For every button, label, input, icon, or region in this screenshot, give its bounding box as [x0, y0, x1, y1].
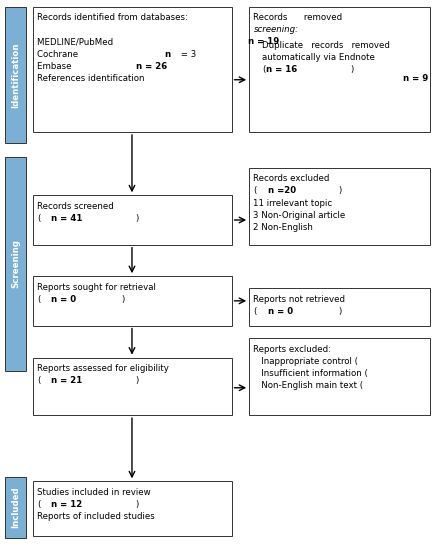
Text: ): ) [136, 376, 139, 385]
Text: n = 41: n = 41 [51, 214, 83, 223]
Text: ): ) [136, 500, 139, 509]
Text: Cochrane: Cochrane [37, 50, 81, 58]
Text: (: ( [253, 307, 257, 316]
Text: n = 26: n = 26 [136, 62, 167, 70]
Text: Identification: Identification [11, 42, 20, 108]
Text: 2 Non-English: 2 Non-English [253, 223, 313, 232]
Text: ): ) [350, 65, 354, 74]
Text: n =20: n =20 [267, 186, 296, 195]
Text: n = 9: n = 9 [403, 74, 429, 82]
Text: Reports excluded:: Reports excluded: [253, 345, 331, 354]
Text: Reports sought for retrieval: Reports sought for retrieval [37, 283, 156, 292]
Text: Embase: Embase [37, 62, 74, 70]
Text: screening:: screening: [253, 25, 298, 34]
Text: = 3: = 3 [178, 50, 196, 58]
Text: Studies included in review: Studies included in review [37, 488, 151, 497]
Text: (: ( [37, 376, 41, 385]
Text: Insufficient information (: Insufficient information ( [253, 369, 368, 378]
Text: Records      removed: Records removed [253, 13, 359, 22]
Text: ): ) [121, 295, 125, 304]
Text: Reports not retrieved: Reports not retrieved [253, 295, 346, 304]
FancyBboxPatch shape [249, 288, 430, 326]
Text: ): ) [136, 214, 139, 223]
Text: Reports assessed for eligibility: Reports assessed for eligibility [37, 364, 169, 373]
Text: References identification: References identification [37, 74, 147, 82]
Text: Records excluded: Records excluded [253, 174, 330, 183]
FancyBboxPatch shape [5, 477, 26, 538]
Text: (: ( [37, 500, 41, 509]
FancyBboxPatch shape [5, 7, 26, 143]
FancyBboxPatch shape [33, 481, 232, 536]
Text: n = 0: n = 0 [267, 307, 293, 316]
FancyBboxPatch shape [249, 338, 430, 415]
Text: Records identified from databases:: Records identified from databases: [37, 13, 188, 22]
Text: Inappropriate control (: Inappropriate control ( [253, 357, 358, 366]
FancyBboxPatch shape [5, 157, 26, 371]
Text: Screening: Screening [11, 240, 20, 288]
Text: Duplicate   records   removed: Duplicate records removed [262, 41, 390, 50]
Text: n = 21: n = 21 [51, 376, 83, 385]
Text: n = 19: n = 19 [249, 37, 280, 46]
FancyBboxPatch shape [33, 195, 232, 245]
Text: Non-English main text (: Non-English main text ( [253, 381, 364, 390]
Text: Included: Included [11, 487, 20, 529]
Text: 11 irrelevant topic: 11 irrelevant topic [253, 199, 333, 207]
Text: ): ) [338, 307, 341, 316]
FancyBboxPatch shape [33, 7, 232, 132]
Text: n: n [164, 50, 170, 58]
Text: (: ( [37, 295, 41, 304]
FancyBboxPatch shape [33, 276, 232, 326]
Text: n = 16: n = 16 [266, 65, 297, 74]
Text: Records screened: Records screened [37, 202, 114, 211]
Text: automatically via Endnote: automatically via Endnote [262, 53, 375, 62]
Text: (: ( [37, 214, 41, 223]
Text: (: ( [262, 65, 266, 74]
Text: n = 0: n = 0 [51, 295, 76, 304]
Text: (: ( [253, 186, 257, 195]
Text: n = 12: n = 12 [51, 500, 83, 509]
Text: ): ) [338, 186, 341, 195]
FancyBboxPatch shape [249, 168, 430, 245]
Text: 3 Non-Original article: 3 Non-Original article [253, 211, 346, 219]
Text: MEDLINE/PubMed: MEDLINE/PubMed [37, 37, 116, 46]
FancyBboxPatch shape [33, 358, 232, 415]
Text: Reports of included studies: Reports of included studies [37, 512, 155, 521]
FancyBboxPatch shape [249, 7, 430, 132]
